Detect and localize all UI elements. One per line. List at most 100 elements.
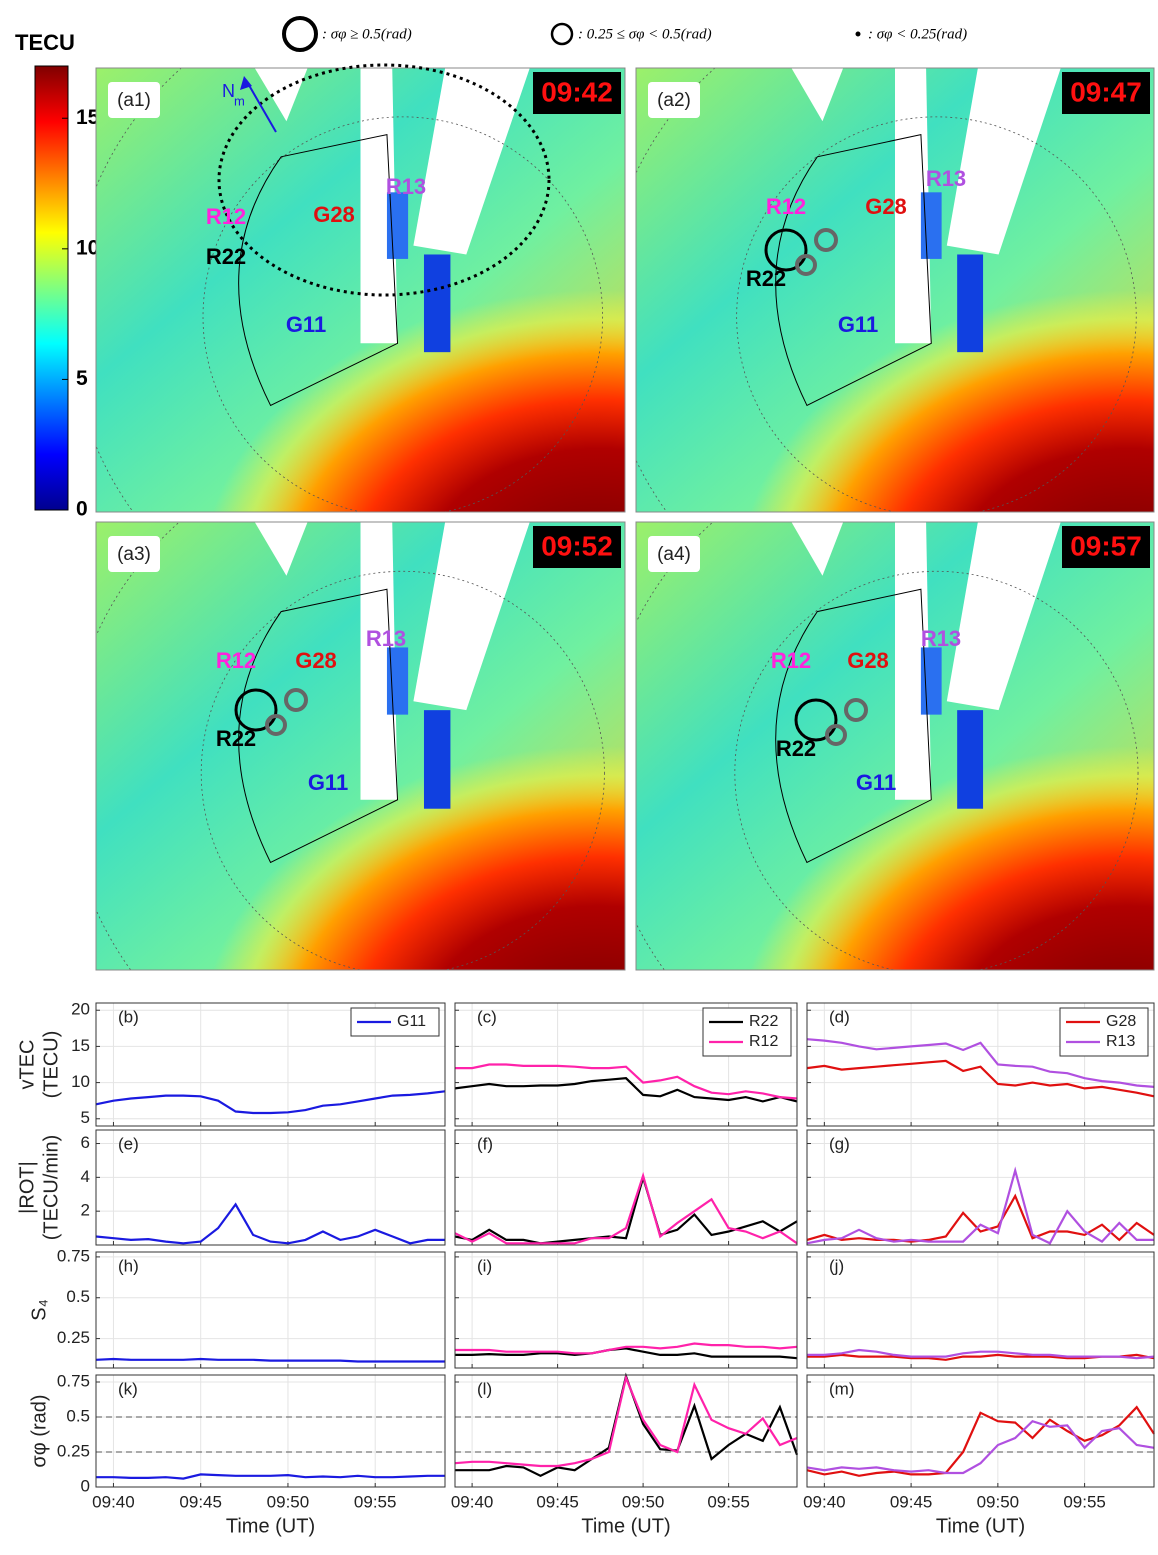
series-line — [96, 1473, 445, 1480]
x-axis-label: Time (UT) — [581, 1515, 670, 1537]
field-of-view — [775, 588, 932, 864]
series-line — [806, 1038, 1155, 1088]
legend-label: R13 — [1106, 1033, 1135, 1050]
data-gap — [895, 522, 932, 800]
plot-frame — [454, 1002, 798, 1127]
map-frame — [635, 67, 1155, 513]
colorbar-label: TECU — [15, 30, 75, 55]
map-panel: (a1) 09:42 Nm R12 G28 R13 R22 G11 — [95, 63, 626, 513]
map-frame — [95, 521, 626, 971]
map-body — [96, 68, 625, 512]
plot-frame — [95, 1251, 446, 1369]
satellite-label: G11 — [838, 312, 878, 337]
data-gap — [360, 68, 398, 344]
x-tick-label: 09:40 — [92, 1492, 135, 1511]
x-tick-label: 09:40 — [803, 1492, 846, 1511]
latitude-circle — [202, 116, 603, 512]
y-tick-label: 0.5 — [66, 1406, 90, 1425]
x-tick-label: 09:55 — [707, 1492, 750, 1511]
plot-frame — [806, 1002, 1155, 1127]
series-line — [455, 1063, 798, 1100]
y-axis-label: σφ (rad) — [28, 1394, 50, 1467]
x-axis-label: Time (UT) — [936, 1515, 1025, 1537]
colorbar-tick-label: 10 — [76, 236, 99, 259]
series-line — [95, 1090, 446, 1115]
x-tick-label: 09:50 — [622, 1492, 665, 1511]
label-box — [108, 536, 160, 572]
y-tick-label: 6 — [81, 1133, 90, 1152]
data-gap — [360, 522, 398, 800]
panel-label: (b) — [118, 1007, 139, 1026]
low-tec-strip — [423, 710, 451, 809]
satellite-label: R12 — [216, 648, 256, 673]
scint-circle — [795, 254, 817, 276]
panel-label: (d) — [829, 1007, 850, 1026]
tec-enhancement — [212, 746, 625, 970]
colorbar-tick-label: 5 — [76, 367, 88, 390]
panel-label: (a4) — [657, 544, 691, 565]
legend-label: : σφ < 0.25(rad) — [868, 26, 967, 42]
x-tick-label: 09:45 — [179, 1492, 222, 1511]
panel-label: (f) — [477, 1134, 493, 1153]
y-tick-label: 0 — [81, 1476, 90, 1495]
satellite-label: R22 — [206, 244, 246, 269]
panel-label: (m) — [829, 1379, 854, 1398]
colorbar-tick-label: 0 — [76, 498, 88, 521]
time-label: 09:57 — [1070, 530, 1142, 561]
x-tick-label: 09:45 — [890, 1492, 933, 1511]
series-line — [455, 1347, 798, 1360]
data-gap — [946, 68, 1061, 255]
latitude-circle — [200, 570, 605, 970]
latitude-circle — [736, 116, 1137, 512]
low-tec-strip — [423, 254, 451, 353]
satellite-label: G28 — [865, 194, 907, 219]
satellite-label: R12 — [206, 204, 246, 229]
plot-frame — [806, 1251, 1155, 1369]
panel-label: (a3) — [117, 544, 151, 565]
plot-frame — [95, 1002, 446, 1127]
map-frame — [95, 67, 626, 513]
time-box — [533, 526, 621, 568]
panel-label: (e) — [118, 1134, 139, 1153]
panel-label: (a1) — [117, 90, 151, 111]
satellite-label: G28 — [313, 202, 355, 227]
tec-enhancement — [750, 290, 1154, 512]
series-line — [806, 1166, 1154, 1245]
y-tick-label: 4 — [81, 1167, 90, 1186]
plot-frame — [95, 1374, 446, 1488]
scint-circle — [764, 228, 808, 272]
x-tick-label: 09:45 — [536, 1492, 579, 1511]
data-gap — [791, 68, 844, 122]
y-axis-label: (TECU) — [40, 1031, 62, 1099]
plot-frame — [806, 1129, 1155, 1246]
map-body — [636, 68, 1154, 512]
series-line — [454, 1077, 798, 1103]
y-tick-label: 15 — [71, 1036, 90, 1055]
map-panel: (a2) 09:47 R12 G28 R13 R22 G11 — [635, 67, 1155, 513]
panel-label: (k) — [118, 1379, 138, 1398]
scint-circle — [794, 698, 838, 742]
y-tick-label: 0.75 — [57, 1246, 90, 1265]
y-tick-label: 5 — [81, 1108, 90, 1127]
panel-label: (j) — [829, 1256, 844, 1275]
series-line — [454, 1171, 798, 1245]
scint-circle — [284, 688, 308, 712]
satellite-label: R13 — [386, 174, 426, 199]
plot-area — [96, 1375, 445, 1487]
y-axis-label: |ROT| — [16, 1161, 38, 1214]
plot-frame — [806, 1374, 1155, 1488]
legend-label: R22 — [749, 1013, 778, 1030]
y-axis-label: vTEC — [16, 1040, 38, 1090]
plot-area — [807, 1130, 1154, 1245]
satellite-label: G28 — [847, 648, 889, 673]
plot-frame — [95, 1129, 446, 1246]
time-box — [1062, 526, 1150, 568]
satellite-label: R13 — [366, 626, 406, 651]
label-box — [648, 536, 700, 572]
map-body — [636, 522, 1154, 970]
panel-label: (i) — [477, 1256, 492, 1275]
scint-circle — [844, 698, 868, 722]
field-of-view — [238, 133, 399, 407]
time-label: 09:42 — [541, 76, 613, 107]
